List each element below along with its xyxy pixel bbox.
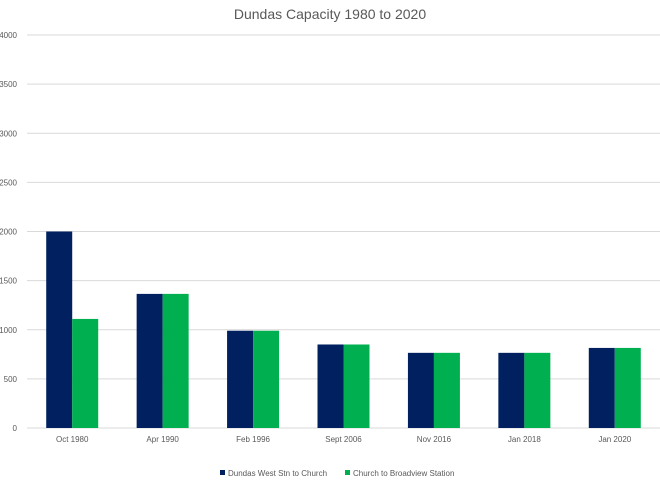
chart-title: Dundas Capacity 1980 to 2020: [234, 6, 426, 22]
gridlines: [27, 34, 660, 429]
bar-dundas-west: [136, 293, 163, 428]
x-tick-label: Apr 1990: [146, 435, 179, 444]
y-tick-label: 4000: [0, 31, 18, 40]
x-tick-label: Oct 1980: [56, 435, 89, 444]
bar-church-broadview: [253, 330, 280, 428]
x-axis-ticks: Oct 1980 Apr 1990 Feb 1996 Sept 2006 Nov 201…: [56, 435, 632, 444]
bar-church-broadview: [524, 352, 551, 428]
y-tick-label: 2500: [0, 178, 18, 187]
bar-church-broadview: [162, 293, 189, 428]
x-tick-label: Sept 2006: [325, 435, 362, 444]
y-tick-label: 2000: [0, 228, 18, 237]
y-tick-label: 0: [13, 424, 18, 433]
bar-dundas-west: [498, 352, 525, 428]
x-tick-label: Jan 2020: [598, 435, 631, 444]
bar-dundas-west: [407, 352, 434, 428]
legend-swatch-church-broadview: [345, 470, 350, 475]
bar-church-broadview: [614, 347, 641, 428]
x-tick-label: Jan 2018: [508, 435, 541, 444]
legend: Dundas West Stn to Church Church to Broa…: [220, 469, 454, 478]
legend-label-dundas-west: Dundas West Stn to Church: [228, 469, 327, 478]
y-tick-label: 500: [4, 375, 18, 384]
bar-church-broadview: [343, 344, 370, 428]
legend-swatch-dundas-west: [220, 470, 225, 475]
bar-church-broadview: [72, 318, 99, 428]
x-tick-label: Nov 2016: [417, 435, 452, 444]
x-tick-label: Feb 1996: [236, 435, 270, 444]
bar-dundas-west: [588, 347, 615, 428]
bars: [46, 231, 641, 428]
bar-dundas-west: [46, 231, 73, 428]
y-tick-label: 3000: [0, 129, 18, 138]
y-tick-label: 3500: [0, 80, 18, 89]
y-tick-label: 1500: [0, 277, 18, 286]
y-tick-label: 1000: [0, 326, 18, 335]
y-axis-ticks: 0 500 1000 1500 2000 2500 3000 3500 4000: [0, 31, 18, 433]
bar-dundas-west: [227, 330, 254, 428]
legend-label-church-broadview: Church to Broadview Station: [353, 469, 454, 478]
bar-church-broadview: [433, 352, 460, 428]
bar-dundas-west: [317, 344, 344, 428]
